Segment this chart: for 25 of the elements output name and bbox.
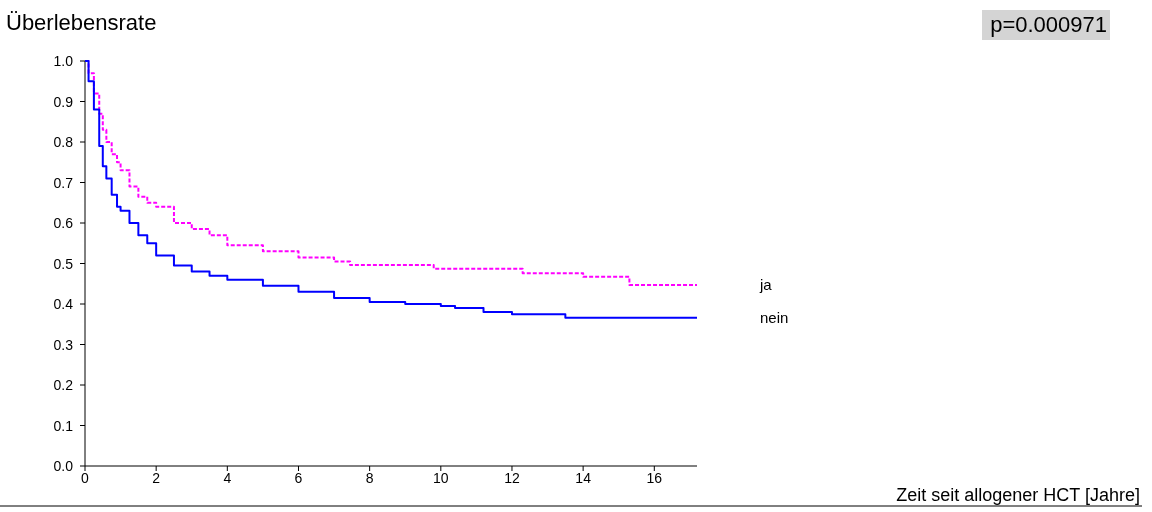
x-tick-label: 14 — [575, 470, 592, 486]
y-tick-label: 0.5 — [53, 255, 74, 272]
y-axis-title: Überlebensrate — [6, 10, 157, 35]
x-tick-label: 12 — [504, 470, 520, 486]
text: p=0.000971 — [990, 12, 1107, 37]
x-tick-label: 10 — [433, 470, 449, 486]
x-tick-label: 6 — [294, 470, 303, 486]
y-tick-label: 0.0 — [53, 458, 74, 474]
y-tick-label: 0.7 — [53, 174, 74, 191]
y-tick-label: 0.1 — [53, 417, 74, 434]
x-tick-label: 4 — [223, 470, 232, 486]
y-tick-label: 0.9 — [53, 93, 74, 110]
y-tick-label: 0.3 — [53, 336, 74, 353]
y-tick-label: 0.4 — [53, 296, 74, 312]
y-tick-label: 0.2 — [53, 377, 74, 393]
x-tick-label: 2 — [152, 470, 161, 486]
y-tick-label: 0.6 — [53, 215, 74, 231]
x-tick-label: 8 — [365, 470, 374, 486]
text: ja — [759, 275, 773, 293]
x-tick-label: 0 — [81, 470, 90, 486]
text: nein — [760, 308, 789, 326]
y-tick-label: 1.0 — [53, 53, 74, 69]
y-tick-label: 0.8 — [53, 134, 74, 150]
x-tick-label: 16 — [646, 470, 663, 486]
text: Zeit seit allogener HCT [Jahre] — [896, 485, 1140, 505]
